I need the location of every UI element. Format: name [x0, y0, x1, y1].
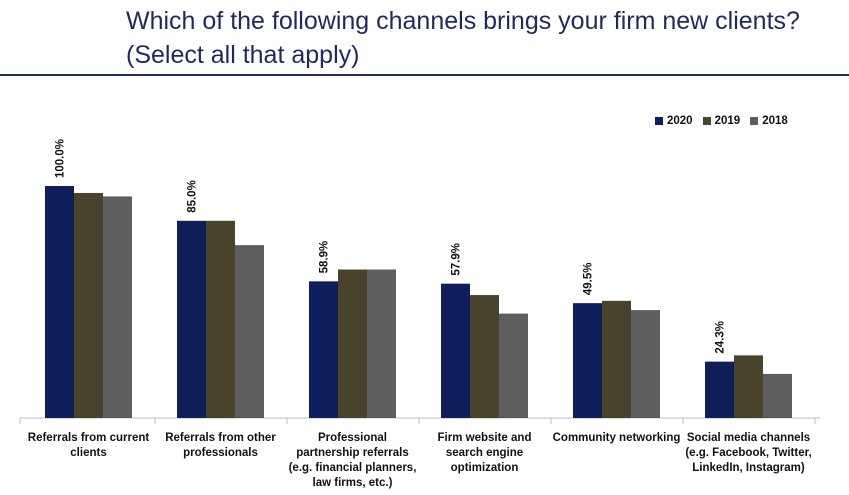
bar-2020-5: [705, 361, 734, 418]
legend-swatch: [702, 117, 711, 125]
bar-2018-1: [235, 245, 264, 418]
category-label: Referrals from current clients: [27, 432, 150, 459]
bar-2018-0: [103, 196, 132, 418]
legend-item-2019: 2019: [702, 115, 741, 127]
category-label: Referrals from other professionals: [165, 432, 276, 459]
legend-swatch: [750, 117, 759, 125]
data-label: 100.0%: [55, 139, 67, 178]
bar-2020-1: [177, 220, 206, 418]
category-label: Community networking: [552, 432, 681, 444]
legend-item-2020: 2020: [655, 115, 693, 127]
data-label: 24.3%: [715, 321, 727, 354]
page-title: Which of the following channels brings y…: [126, 7, 800, 69]
bar-2019-5: [734, 355, 763, 418]
legend-label: 2019: [714, 115, 741, 127]
bar-2018-2: [367, 269, 396, 418]
category-label: Professional partnership referrals (e.g. f…: [288, 432, 417, 489]
bar-2019-4: [602, 300, 631, 418]
data-label: 49.5%: [583, 263, 595, 296]
data-label: 85.0%: [187, 180, 199, 213]
chart-legend: 2020 2019 2018: [655, 115, 788, 127]
bar-2018-3: [499, 313, 528, 418]
data-label: 57.9%: [451, 243, 463, 276]
bar-2018-4: [631, 310, 660, 418]
category-label: Firm website and search engine optimizatio…: [437, 432, 532, 474]
bar-2019-2: [338, 269, 367, 418]
bar-2019-1: [206, 220, 235, 418]
bar-2020-4: [573, 303, 602, 418]
legend-swatch: [655, 117, 663, 125]
bar-2020-3: [441, 283, 470, 418]
bar-2019-0: [74, 192, 103, 418]
legend-label: 2018: [762, 115, 788, 127]
bar-2018-5: [763, 373, 792, 418]
legend-label: 2020: [667, 115, 693, 127]
bar-2020-2: [309, 281, 338, 418]
title-divider: [0, 74, 849, 76]
legend-item-2018: 2018: [750, 115, 788, 127]
data-label: 58.9%: [319, 241, 331, 274]
bar-2020-0: [45, 186, 74, 418]
bar-2019-3: [470, 295, 499, 418]
category-label: Social media channels (e.g. Facebook, Twi…: [685, 432, 812, 474]
